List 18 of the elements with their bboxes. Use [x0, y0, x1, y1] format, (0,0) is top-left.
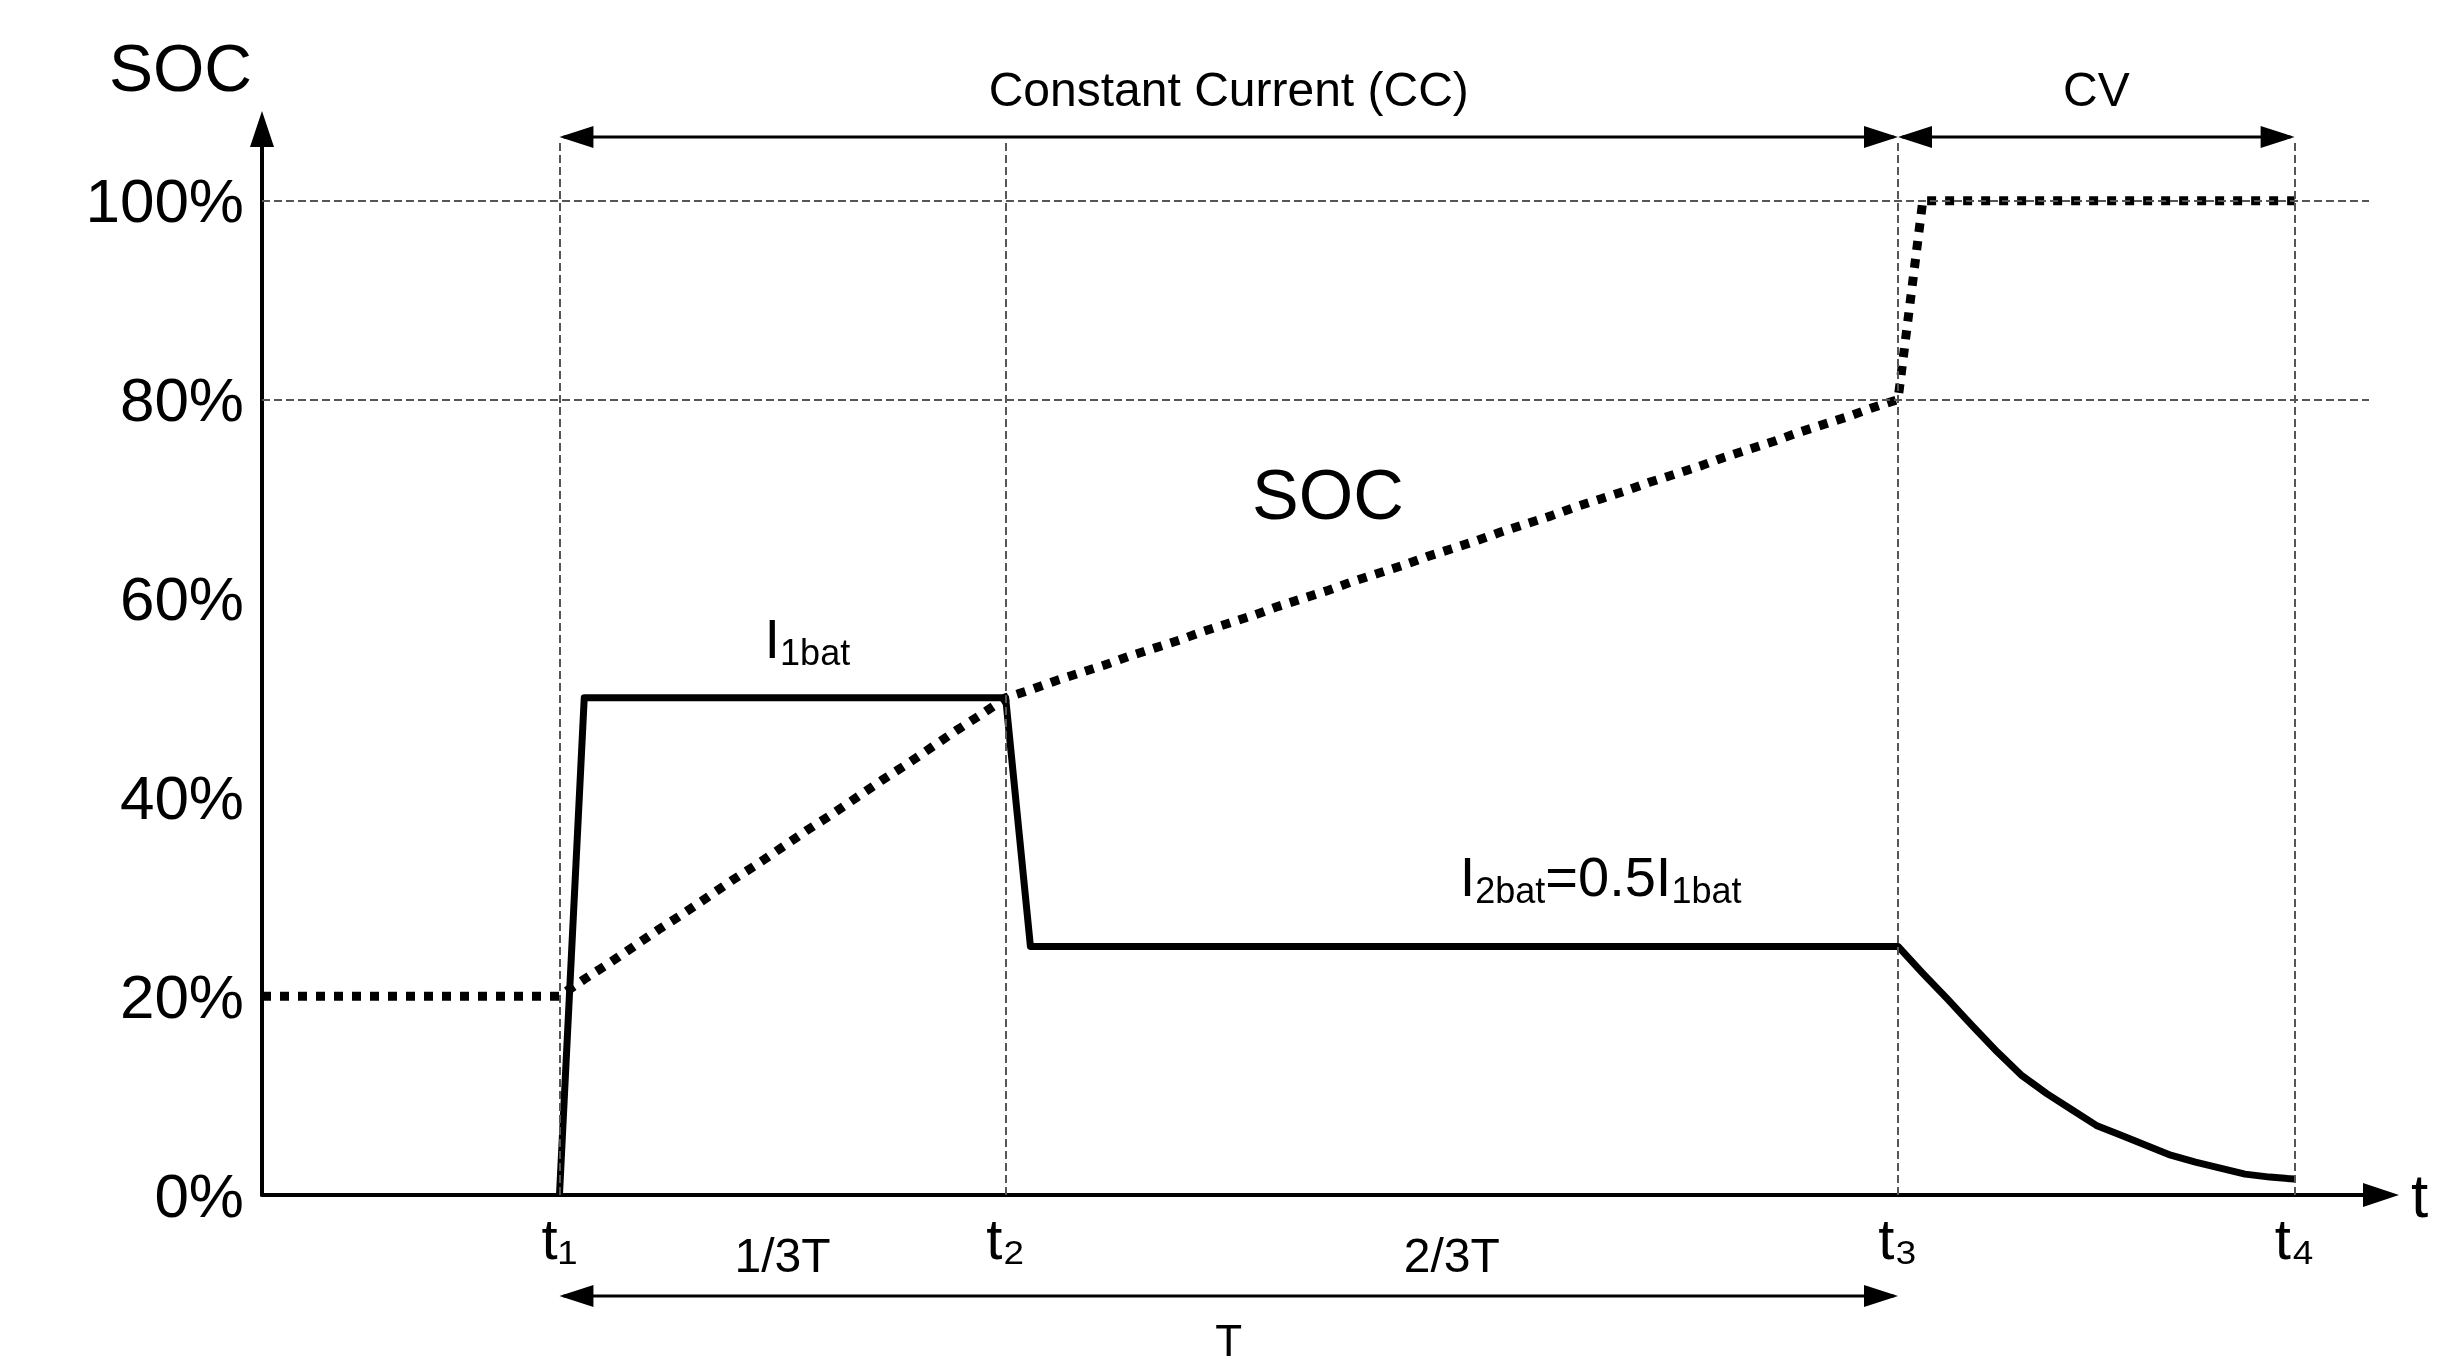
y-tick-label: 20%: [119, 961, 244, 1031]
y-tick-label: 100%: [85, 166, 244, 236]
text: 2/3T: [1403, 1228, 1500, 1282]
text: CV: [2062, 62, 2130, 116]
x-axis-title: t: [2411, 1160, 2429, 1230]
x-tick-label: t₄: [2274, 1205, 2315, 1271]
y-tick-label: 60%: [119, 563, 244, 633]
y-tick-label: 40%: [119, 762, 244, 832]
text: T: [1215, 1315, 1243, 1363]
series-label: SOC: [1252, 456, 1404, 535]
y-axis-title: SOC: [108, 31, 252, 105]
y-tick-label: 0%: [154, 1160, 244, 1230]
y-tick-label: 80%: [119, 365, 244, 435]
text: Constant Current (CC): [988, 62, 1469, 116]
x-tick-label: t₁: [541, 1205, 578, 1271]
x-tick-label: t₂: [986, 1205, 1025, 1271]
text: 1/3T: [734, 1228, 831, 1282]
x-tick-label: t₃: [1878, 1205, 1918, 1271]
